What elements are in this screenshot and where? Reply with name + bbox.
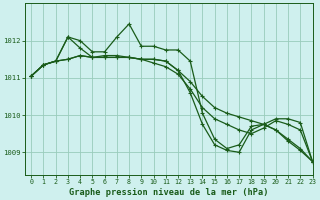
X-axis label: Graphe pression niveau de la mer (hPa): Graphe pression niveau de la mer (hPa)	[69, 188, 268, 197]
